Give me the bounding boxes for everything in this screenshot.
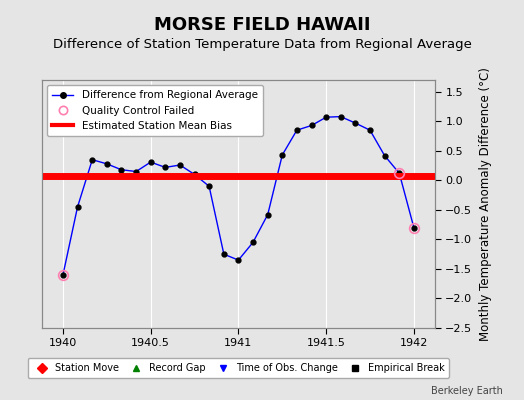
Text: MORSE FIELD HAWAII: MORSE FIELD HAWAII bbox=[154, 16, 370, 34]
Text: Berkeley Earth: Berkeley Earth bbox=[431, 386, 503, 396]
Y-axis label: Monthly Temperature Anomaly Difference (°C): Monthly Temperature Anomaly Difference (… bbox=[479, 67, 493, 341]
Legend: Difference from Regional Average, Quality Control Failed, Estimated Station Mean: Difference from Regional Average, Qualit… bbox=[47, 85, 263, 136]
Legend: Station Move, Record Gap, Time of Obs. Change, Empirical Break: Station Move, Record Gap, Time of Obs. C… bbox=[28, 358, 449, 378]
Text: Difference of Station Temperature Data from Regional Average: Difference of Station Temperature Data f… bbox=[52, 38, 472, 51]
